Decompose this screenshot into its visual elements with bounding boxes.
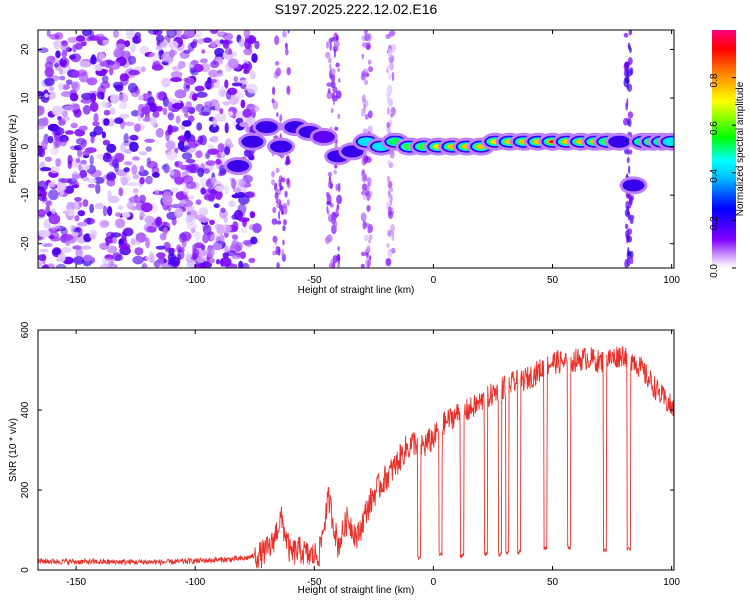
y-tick-label: 0: [20, 567, 31, 573]
colorbar-tick-label: 0.2: [709, 216, 720, 230]
snr-series-line: [38, 346, 674, 570]
colorbar-tick-label: 0.6: [709, 121, 720, 135]
spectrogram-data: [38, 30, 674, 268]
x-tick-label: -150: [66, 577, 86, 588]
y-tick-label: -20: [20, 236, 31, 251]
snr-panel: -150 -100 -50 0 50 100 0 200 400 600 Height of s…: [8, 321, 680, 596]
spectrogram-x-label: Height of straight line (km): [298, 285, 415, 296]
x-tick-label: 100: [663, 577, 680, 588]
spectrogram-frame: [37, 29, 675, 269]
colorbar-tick-label: 0.4: [709, 168, 720, 182]
x-tick-label: -50: [307, 275, 322, 286]
spectrogram-y-label: Frequency (Hz): [8, 115, 19, 184]
x-tick-label: 50: [547, 275, 559, 286]
snr-x-label: Height of straight line (km): [298, 585, 415, 596]
x-tick-label: 50: [547, 577, 559, 588]
y-tick-label: 10: [20, 92, 31, 104]
y-tick-label: 200: [20, 481, 31, 498]
spectrogram-noise: [38, 30, 635, 268]
x-tick-label: 100: [663, 275, 680, 286]
y-tick-label: 400: [20, 401, 31, 418]
snr-y-label: SNR (10 * v/v): [8, 418, 19, 482]
y-tick-label: 0: [20, 143, 31, 149]
colorbar-label: Normalized spectral amplitude: [735, 81, 746, 216]
spectrogram-x-ticks: -150 -100 -50 0 50 100: [66, 30, 680, 286]
x-tick-label: -150: [66, 275, 86, 286]
colorbar-tick-label: 0.8: [709, 73, 720, 87]
spectrogram-y-ticks: -20 -10 0 10 20: [20, 43, 674, 251]
y-tick-label: 20: [20, 43, 31, 55]
x-tick-label: 0: [431, 577, 437, 588]
colorbar-ticks: 0.0 0.2 0.4 0.6 0.8: [709, 73, 736, 278]
colorbar-tick-label: 0.0: [709, 264, 720, 278]
colorbar-gradient: [712, 30, 736, 268]
spectrogram-signal: [224, 118, 674, 195]
snr-y-ticks: 0 200 400 600: [20, 321, 674, 573]
x-tick-label: -100: [185, 275, 205, 286]
y-tick-label: -10: [20, 187, 31, 202]
y-tick-label: 600: [20, 321, 31, 338]
snr-x-ticks: -150 -100 -50 0 50 100: [66, 330, 680, 588]
colorbar: 0.0 0.2 0.4 0.6 0.8 Normalized spectral ampl…: [709, 30, 746, 278]
x-tick-label: -50: [307, 577, 322, 588]
x-tick-label: 0: [431, 275, 437, 286]
snr-data: [38, 346, 674, 570]
chart-title: S197.2025.222.12.02.E16: [275, 1, 438, 17]
x-tick-label: -100: [185, 577, 205, 588]
snr-frame: [37, 329, 675, 571]
